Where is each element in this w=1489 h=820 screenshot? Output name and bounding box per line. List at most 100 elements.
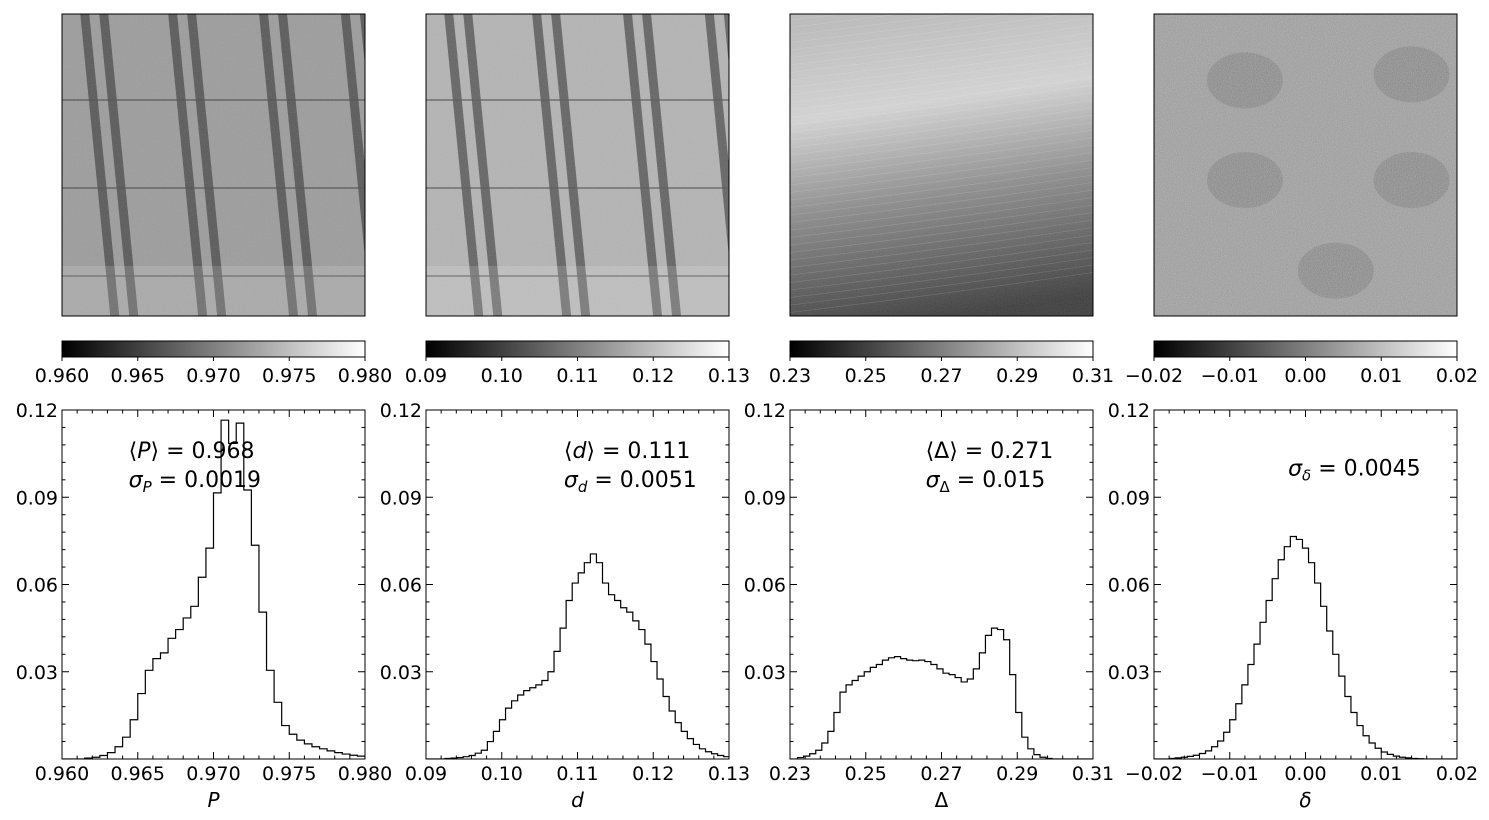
map-texture: [426, 14, 729, 316]
histogram-bar: [130, 720, 138, 759]
map-texture: [790, 14, 1093, 316]
histogram-bar: [153, 659, 161, 759]
histogram-bar: [107, 753, 115, 759]
histogram-bar: [1351, 712, 1357, 759]
histogram-bar: [925, 662, 931, 759]
histogram-bar: [919, 660, 925, 759]
histogram-bar: [244, 490, 252, 759]
stat-annotation: σP = 0.0019: [129, 468, 261, 496]
histogram-step-line: [426, 553, 729, 759]
x-tick-label: 0.975: [262, 763, 316, 785]
histogram: 0.960 0.965 0.970 0.975 0.980 0.03 0.06 0.09 0.1…: [16, 400, 393, 812]
histogram-bar: [834, 712, 840, 759]
histogram-bar: [176, 630, 184, 759]
histogram-bar: [578, 573, 584, 759]
colorbar-tick-label: 0.01: [1360, 365, 1402, 387]
stat-annotation: ⟨Δ⟩ = 0.271: [926, 439, 1054, 464]
histogram-bar: [1016, 712, 1022, 759]
panel-1: 0.960 0.965 0.970 0.975 0.980 0.960 0.965 0.970…: [16, 13, 393, 812]
stat-annotation: σδ = 0.0045: [1288, 456, 1421, 484]
y-tick-label: 0.12: [380, 400, 422, 422]
histogram-bar: [810, 754, 816, 759]
histogram-bar: [663, 696, 669, 759]
histogram-bar: [274, 702, 282, 759]
histogram-bar: [822, 743, 828, 759]
x-tick-label: 0.11: [556, 763, 598, 785]
histogram-bar: [609, 595, 615, 759]
histogram-bar: [548, 672, 554, 759]
histogram-bar: [816, 750, 822, 759]
histogram-bar: [888, 658, 894, 759]
map-noise: [62, 14, 365, 316]
histogram-bar: [506, 708, 512, 759]
histogram-bar: [536, 685, 542, 759]
histogram-bar: [289, 734, 297, 759]
histogram-bar: [282, 726, 290, 759]
y-tick-label: 0.03: [744, 662, 786, 684]
histogram-bar: [955, 678, 961, 759]
y-tick-label: 0.03: [380, 662, 422, 684]
histogram-bar: [621, 608, 627, 759]
colorbar-tick-label: 0.25: [845, 365, 887, 387]
histogram-bar: [1296, 539, 1302, 759]
histogram-bar: [1315, 583, 1321, 759]
histogram-bar: [198, 577, 206, 759]
y-tick-label: 0.12: [1108, 400, 1150, 422]
histogram-bar: [1333, 654, 1339, 759]
colorbar-tick-label: 0.13: [708, 365, 750, 387]
histogram-bar: [627, 612, 633, 759]
map-frame: [425, 13, 730, 317]
histogram-bar: [675, 723, 681, 759]
colorbar-tick-label: 0.975: [262, 365, 316, 387]
histogram-bar: [475, 753, 481, 759]
x-tick-label: 0.01: [1360, 763, 1402, 785]
stat-annotation: σΔ = 0.015: [926, 468, 1046, 496]
histogram-bar: [596, 563, 602, 759]
histogram-bar: [858, 676, 864, 759]
colorbar-tick-label: 0.960: [35, 365, 89, 387]
histogram-bar: [145, 670, 153, 759]
histogram-bar: [1206, 751, 1212, 759]
histogram: −0.02 −0.01 0.00 0.01 0.02 0.03 0.06 0.09 0.12 δ σ…: [1108, 400, 1478, 812]
histogram-bar: [1010, 675, 1016, 759]
histogram-bar: [687, 739, 693, 759]
histogram-bar: [342, 754, 350, 759]
x-tick-label: 0.965: [111, 763, 165, 785]
histogram-bar: [123, 737, 131, 759]
histogram-bar: [657, 679, 663, 759]
histogram-bar: [214, 493, 222, 759]
histogram-bar: [1272, 579, 1278, 759]
histogram-bar: [1290, 537, 1296, 759]
histogram-bar: [1028, 749, 1034, 759]
histogram-bar: [913, 661, 919, 759]
histogram-bar: [327, 751, 335, 759]
histogram-bar: [524, 691, 530, 759]
colorbar-gradient: [61, 340, 366, 358]
histogram-bar: [852, 680, 858, 759]
histogram-bar: [699, 749, 705, 759]
panel-4: −0.02 −0.01 0.00 0.01 0.02 −0.02 −0.01 0.00 0.01…: [1108, 13, 1478, 812]
map-texture: [1154, 14, 1457, 316]
histogram-bar: [499, 720, 505, 759]
histogram-bar: [554, 651, 560, 759]
histogram-bar: [712, 754, 718, 759]
histogram-bar: [512, 701, 518, 759]
histogram-bar: [1369, 743, 1375, 759]
histogram-bar: [639, 630, 645, 759]
histogram-bar: [602, 583, 608, 759]
histogram-bar: [560, 628, 566, 759]
histogram-bar: [487, 742, 493, 759]
histogram-bar: [901, 659, 907, 759]
x-tick-label: −0.01: [1201, 763, 1259, 785]
x-tick-label: 0.00: [1284, 763, 1326, 785]
colorbar-tick-label: 0.29: [996, 365, 1038, 387]
colorbar-tick-label: 0.11: [556, 365, 598, 387]
histogram-bar: [998, 630, 1004, 759]
histogram-bar: [730, 758, 736, 759]
histogram-bar: [1302, 548, 1308, 759]
histogram-bar: [876, 664, 882, 759]
histogram-bar: [191, 606, 199, 759]
x-tick-label: 0.13: [708, 763, 750, 785]
x-tick-label: 0.25: [845, 763, 887, 785]
